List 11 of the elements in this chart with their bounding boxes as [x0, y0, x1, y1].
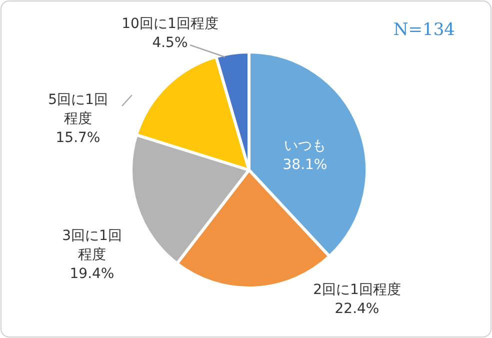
slice-label: 3回に1回程度 — [62, 228, 122, 263]
slice-label: 2回に1回程度 — [313, 282, 401, 298]
slice-label: いつも — [284, 138, 326, 154]
data-label: 38.1% — [282, 157, 328, 173]
data-label: 19.4% — [70, 266, 114, 282]
slice-label: 10回に1回程度 — [122, 16, 218, 32]
slice-label: 5回に1回程度 — [48, 92, 108, 127]
data-label: 15.7% — [56, 130, 100, 146]
data-label: 4.5% — [152, 35, 188, 51]
data-label: 22.4% — [334, 301, 380, 317]
text: N=134 — [393, 20, 455, 40]
